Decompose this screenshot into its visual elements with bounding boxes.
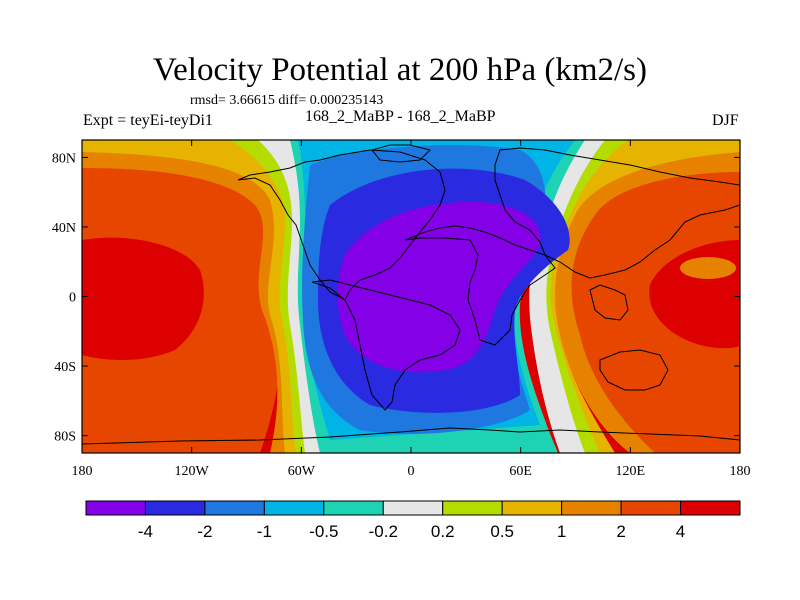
west-band-1	[82, 147, 300, 453]
y-tick-label: 40S	[54, 360, 76, 375]
west-max	[82, 237, 204, 360]
colorbar-swatch	[501, 500, 563, 516]
y-tick-label: 0	[69, 291, 76, 306]
colorbar: -4 -2 -1 -0.5 -0.2 0.2 0.5 1 2 4	[85, 500, 741, 541]
contour-field	[82, 140, 740, 453]
coastlines	[82, 144, 740, 445]
colorbar-swatch	[382, 500, 444, 516]
chart-title: Velocity Potential at 200 hPa (km2/s)	[152, 52, 648, 88]
x-tick-label: 0	[408, 464, 415, 479]
africa-outline	[404, 225, 556, 346]
indonesia-outline	[589, 284, 629, 321]
x-tick-label: 60W	[288, 464, 316, 479]
x-tick-label: 180	[72, 464, 93, 479]
colorbar-label: -1	[257, 522, 272, 541]
colorbar-swatch	[561, 500, 622, 516]
north-america-outline	[237, 149, 446, 301]
greenland-outline	[371, 144, 431, 163]
y-tick-label: 80S	[54, 430, 76, 445]
x-tick-label: 60E	[509, 464, 532, 479]
colorbar-swatch	[323, 500, 384, 516]
y-tick-label: 40N	[52, 221, 76, 236]
colorbar-swatch	[263, 500, 325, 516]
colorbar-label: 1	[557, 522, 566, 541]
center-label: 168_2_MaBP - 168_2_MaBP	[305, 108, 496, 125]
colorbar-label: -4	[138, 522, 153, 541]
eurasia-outline	[494, 147, 740, 279]
south-america-outline	[311, 279, 461, 411]
experiment-label: Expt = teyEi-teyDi1	[83, 112, 213, 129]
y-axis: 80N 40N 0 40S 80S	[52, 151, 740, 445]
colorbar-swatch	[144, 500, 206, 516]
colorbar-swatch	[204, 500, 265, 516]
colorbar-swatch	[620, 500, 682, 516]
x-tick-label: 180	[730, 464, 751, 479]
colorbar-label: 0.5	[490, 522, 514, 541]
season-label: DJF	[712, 112, 739, 129]
colorbar-label: -0.5	[309, 522, 338, 541]
colorbar-swatch	[680, 500, 741, 516]
neg-min	[337, 201, 541, 373]
colorbar-label: -2	[197, 522, 212, 541]
x-tick-label: 120E	[616, 464, 646, 479]
colorbar-swatch	[85, 500, 146, 516]
colorbar-label: 0.2	[431, 522, 455, 541]
antarctica-outline	[82, 427, 740, 445]
y-tick-label: 80N	[52, 151, 76, 166]
x-tick-label: 120W	[175, 464, 210, 479]
colorbar-label: 4	[676, 522, 685, 541]
west-neutral	[258, 140, 322, 453]
east-local-minimum	[680, 257, 736, 279]
australia-outline	[599, 349, 669, 391]
colorbar-label: 2	[616, 522, 625, 541]
colorbar-swatch	[442, 500, 503, 516]
stats-label: rmsd= 3.66615 diff= 0.000235143	[190, 93, 384, 108]
x-axis: 180 120W 60W 0 60E 120E 180	[72, 140, 751, 479]
colorbar-label: -0.2	[369, 522, 398, 541]
